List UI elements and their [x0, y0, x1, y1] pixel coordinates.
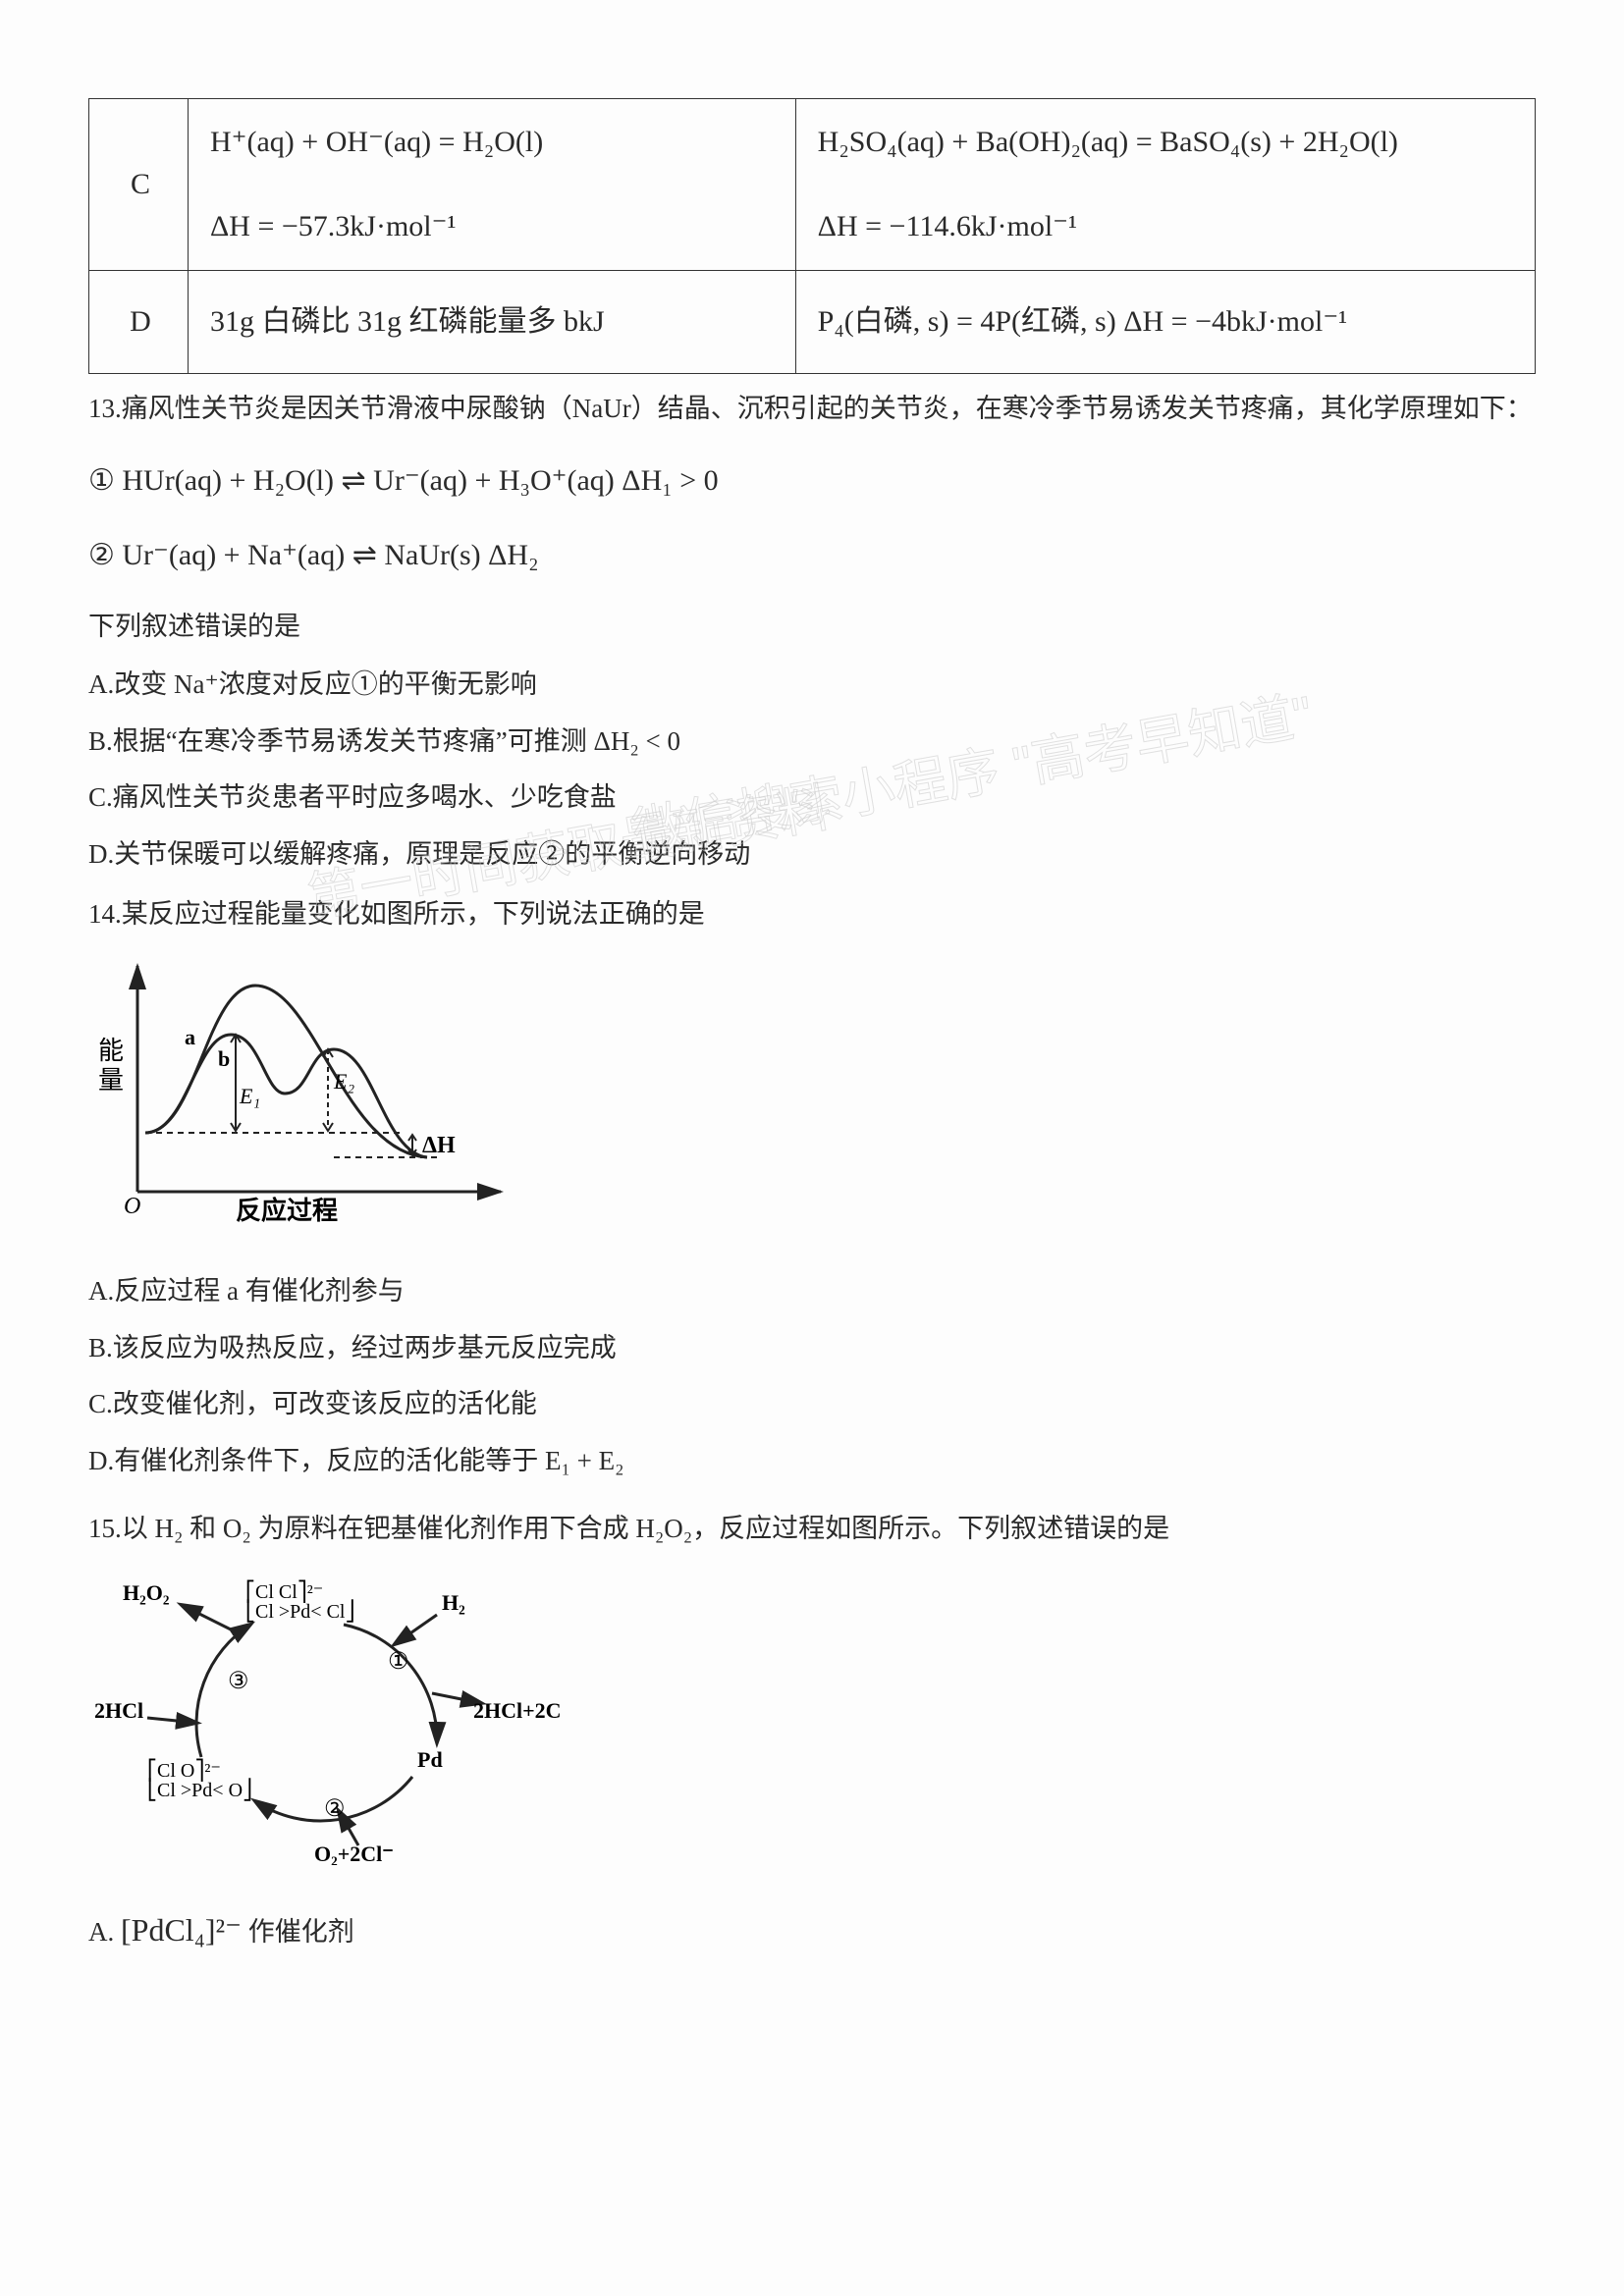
step-2: ② — [324, 1796, 346, 1822]
cell-text: 31g 白磷比 31g 红磷能量多 bkJ — [210, 305, 605, 338]
q13-opt-a: A.改变 Na⁺浓度对反应①的平衡无影响 — [88, 661, 1536, 710]
lbl-pdcl4-2: ⎣Cl >Pd< Cl⎦ — [245, 1599, 354, 1623]
q14-opt-a: A.反应过程 a 有催化剂参与 — [88, 1267, 1536, 1316]
q15-stem: 15.以 H₂ 和 O₂ 为原料在钯基催化剂作用下合成 H₂O₂，反应过程如图所… — [88, 1504, 1536, 1554]
row-d-label: D — [89, 271, 189, 374]
e1-label: E₁ — [239, 1084, 260, 1108]
q13-eq2: ② Ur⁻(aq) + Na⁺(aq) ⇌ NaUr(s) ΔH₂ — [88, 528, 1536, 583]
lbl-right: 2HCl+2Cl⁻ — [473, 1698, 560, 1723]
q15-opt-a: A. [PdCl₄]²⁻ 作催化剂 — [88, 1901, 1536, 1959]
lbl-2hcl: 2HCl — [94, 1698, 143, 1723]
eq-line: H₂SO₄(aq) + Ba(OH)₂(aq) = BaSO₄(s) + 2H₂… — [818, 113, 1517, 172]
ylabel-1: 能 — [98, 1037, 124, 1065]
lbl-pd: Pd — [417, 1747, 443, 1772]
ylabel-2: 量 — [98, 1066, 124, 1095]
q15-a-formula: [PdCl₄]²⁻ — [121, 1912, 242, 1948]
table-row: D 31g 白磷比 31g 红磷能量多 bkJ P₄(白磷, s) = 4P(红… — [89, 271, 1536, 374]
q14-opt-d: D.有催化剂条件下，反应的活化能等于 E₁ + E₂ — [88, 1437, 1536, 1486]
step-3: ③ — [228, 1669, 249, 1694]
q14-figure: 能 量 O 反应过程 a b E₁ E₂ — [88, 956, 1536, 1248]
curve-b-label: b — [218, 1046, 230, 1071]
lbl-o2: O₂+2Cl⁻ — [314, 1842, 394, 1865]
row-c-left: H⁺(aq) + OH⁻(aq) = H₂O(l) ΔH = −57.3kJ·m… — [189, 99, 796, 271]
eq-line: ΔH = −57.3kJ·mol⁻¹ — [210, 197, 778, 256]
q15-a-prefix: A. — [88, 1917, 121, 1947]
lbl-h2o2: H₂O₂ — [123, 1580, 170, 1605]
origin-label: O — [124, 1194, 140, 1219]
energy-diagram: 能 量 O 反应过程 a b E₁ E₂ — [88, 956, 520, 1231]
dH-label: ΔH — [422, 1133, 456, 1158]
q13-opt-c: C.痛风性关节炎患者平时应多喝水、少吃食盐 — [88, 774, 1536, 823]
catalytic-cycle: H₂O₂ H₂ 2HCl 2HCl+2Cl⁻ Pd O₂+2Cl⁻ ⎡Cl Cl… — [88, 1571, 560, 1865]
q13-eq1: ① HUr(aq) + H₂O(l) ⇌ Ur⁻(aq) + H₃O⁺(aq) … — [88, 454, 1536, 508]
q14-opt-d-text: D.有催化剂条件下，反应的活化能等于 E₁ + E₂ — [88, 1446, 624, 1475]
q15-figure: H₂O₂ H₂ 2HCl 2HCl+2Cl⁻ Pd O₂+2Cl⁻ ⎡Cl Cl… — [88, 1571, 1536, 1882]
xlabel: 反应过程 — [236, 1196, 338, 1225]
row-c-label: C — [89, 99, 189, 271]
eq-line: H⁺(aq) + OH⁻(aq) = H₂O(l) — [210, 113, 778, 172]
table-row: C H⁺(aq) + OH⁻(aq) = H₂O(l) ΔH = −57.3kJ… — [89, 99, 1536, 271]
row-c-right: H₂SO₄(aq) + Ba(OH)₂(aq) = BaSO₄(s) + 2H₂… — [795, 99, 1535, 271]
cell-text: P₄(白磷, s) = 4P(红磷, s) ΔH = −4bkJ·mol⁻¹ — [818, 305, 1348, 338]
cell-text: D — [130, 305, 151, 338]
lbl-pdclo-2: ⎣Cl >Pd< O⎦ — [147, 1778, 252, 1801]
options-table: C H⁺(aq) + OH⁻(aq) = H₂O(l) ΔH = −57.3kJ… — [88, 98, 1536, 374]
eq-line: ΔH = −114.6kJ·mol⁻¹ — [818, 197, 1517, 256]
q13-opt-d: D.关节保暖可以缓解疼痛，原理是反应②的平衡逆向移动 — [88, 830, 1536, 880]
q13-lead: 下列叙述错误的是 — [88, 602, 1536, 652]
e2-label: E₂ — [333, 1069, 354, 1094]
step-1: ① — [388, 1649, 409, 1675]
lbl-h2: H₂ — [442, 1590, 465, 1615]
curve-a-label: a — [185, 1025, 195, 1049]
q13-stem: 13.痛风性关节炎是因关节滑液中尿酸钠（NaUr）结晶、沉积引起的关节炎，在寒冷… — [88, 384, 1536, 434]
q15-a-suffix: 作催化剂 — [242, 1917, 354, 1947]
row-d-right: P₄(白磷, s) = 4P(红磷, s) ΔH = −4bkJ·mol⁻¹ — [795, 271, 1535, 374]
row-d-left: 31g 白磷比 31g 红磷能量多 bkJ — [189, 271, 796, 374]
q14-stem: 14.某反应过程能量变化如图所示，下列说法正确的是 — [88, 889, 1536, 939]
cell-text: C — [131, 168, 150, 200]
q13-opt-b: B.根据“在寒冷季节易诱发关节疼痛”可推测 ΔH₂ < 0 — [88, 718, 1536, 767]
q14-opt-c: C.改变催化剂，可改变该反应的活化能 — [88, 1380, 1536, 1429]
q14-opt-b: B.该反应为吸热反应，经过两步基元反应完成 — [88, 1324, 1536, 1373]
